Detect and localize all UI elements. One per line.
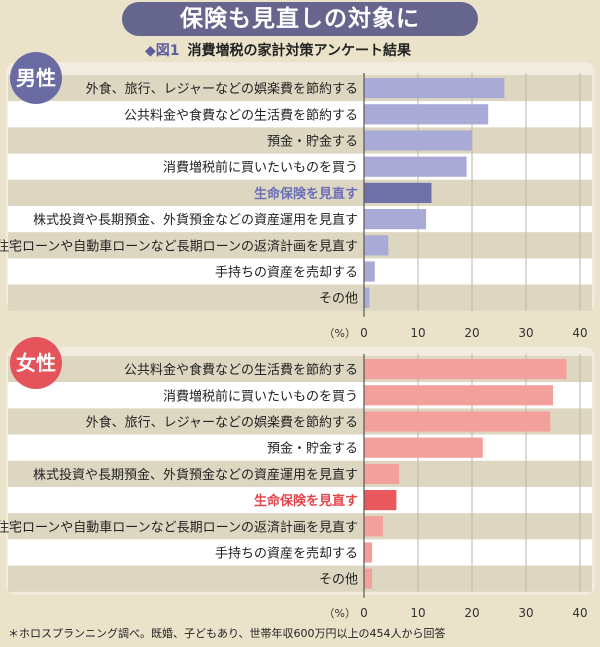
male-category-label: 住宅ローンや自動車ローンなど長期ローンの返済計画を見直す <box>0 238 358 254</box>
female-bar <box>364 542 373 563</box>
male-bar <box>364 104 489 125</box>
male-tick-label: 30 <box>518 326 533 340</box>
female-bar <box>364 385 553 406</box>
male-row-stripe <box>8 206 592 233</box>
male-row-stripe <box>8 232 592 259</box>
male-row-stripe <box>8 101 592 128</box>
male-category-label: 手持ちの資産を売却する <box>215 265 358 281</box>
female-tick-label: 10 <box>410 606 425 620</box>
female-row-stripe <box>8 434 592 461</box>
female-category-label: 預金・貯金する <box>267 441 358 457</box>
diamond-icon: ◆ <box>145 43 156 59</box>
male-bar <box>364 78 505 99</box>
male-tick-label: 10 <box>410 326 425 340</box>
male-bar <box>364 287 370 308</box>
figure-title-text: 消費増税の家計対策アンケート結果 <box>187 43 411 59</box>
female-tick-label: 40 <box>572 606 587 620</box>
male-tick-label: 0 <box>360 326 368 340</box>
female-row-stripe <box>8 513 592 540</box>
male-category-label: 生命保険を見直す <box>254 186 358 202</box>
male-tick-label: 40 <box>572 326 587 340</box>
female-unit-label: （%） <box>324 607 356 620</box>
footnote: ＊ホロスプランニング調べ。既婚、子どもあり、世帯年収600万円以上の454人から… <box>8 627 446 640</box>
female-category-label: その他 <box>319 573 358 588</box>
male-category-label: その他 <box>319 292 358 307</box>
female-row-stripe <box>8 460 592 487</box>
headline-banner: 保険も見直しの対象に <box>122 2 478 36</box>
female-category-label: 手持ちの資産を売却する <box>215 546 358 562</box>
female-bar <box>364 490 397 511</box>
female-category-label: 株式投資や長期預金、外貨預金などの資産運用を見直す <box>33 467 358 483</box>
female-badge: 女性 <box>10 337 62 389</box>
female-bar <box>364 411 551 432</box>
figure-title: ◆図1 消費増税の家計対策アンケート結果 <box>145 40 411 60</box>
male-row-stripe <box>8 127 592 154</box>
male-bar <box>364 130 472 151</box>
male-badge: 男性 <box>10 52 62 104</box>
female-bar <box>364 437 483 458</box>
female-category-label: 生命保険を見直す <box>254 493 358 509</box>
female-row-stripe <box>8 487 592 514</box>
male-category-label: 預金・貯金する <box>267 134 358 150</box>
male-category-label: 消費増税前に買いたいものを買う <box>163 160 358 176</box>
male-tick-label: 20 <box>464 326 479 340</box>
male-bar <box>364 156 467 177</box>
female-category-label: 公共料金や食費などの生活費を節約する <box>124 362 358 378</box>
male-bar <box>364 182 432 203</box>
female-row-stripe <box>8 539 592 566</box>
female-bar <box>364 359 567 380</box>
male-bar <box>364 209 427 230</box>
male-row-stripe <box>8 284 592 311</box>
female-bar <box>364 516 383 537</box>
female-tick-label: 20 <box>464 606 479 620</box>
male-row-stripe <box>8 153 592 180</box>
female-bar <box>364 568 373 589</box>
male-category-label: 公共料金や食費などの生活費を節約する <box>124 107 358 123</box>
male-category-label: 株式投資や長期預金、外貨預金などの資産運用を見直す <box>33 212 358 228</box>
female-category-label: 住宅ローンや自動車ローンなど長期ローンの返済計画を見直す <box>0 519 358 535</box>
male-bar <box>364 235 389 256</box>
figure-number: 図1 <box>155 43 180 59</box>
female-tick-label: 30 <box>518 606 533 620</box>
female-category-label: 消費増税前に買いたいものを買う <box>163 388 358 404</box>
male-row-stripe <box>8 258 592 285</box>
male-bar <box>364 261 375 282</box>
male-unit-label: （%） <box>324 327 356 340</box>
female-category-label: 外食、旅行、レジャーなどの娯楽費を節約する <box>86 415 358 431</box>
male-row-stripe <box>8 179 592 206</box>
female-bar <box>364 463 400 484</box>
female-row-stripe <box>8 565 592 592</box>
female-tick-label: 0 <box>360 606 368 620</box>
male-category-label: 外食、旅行、レジャーなどの娯楽費を節約する <box>86 81 358 97</box>
